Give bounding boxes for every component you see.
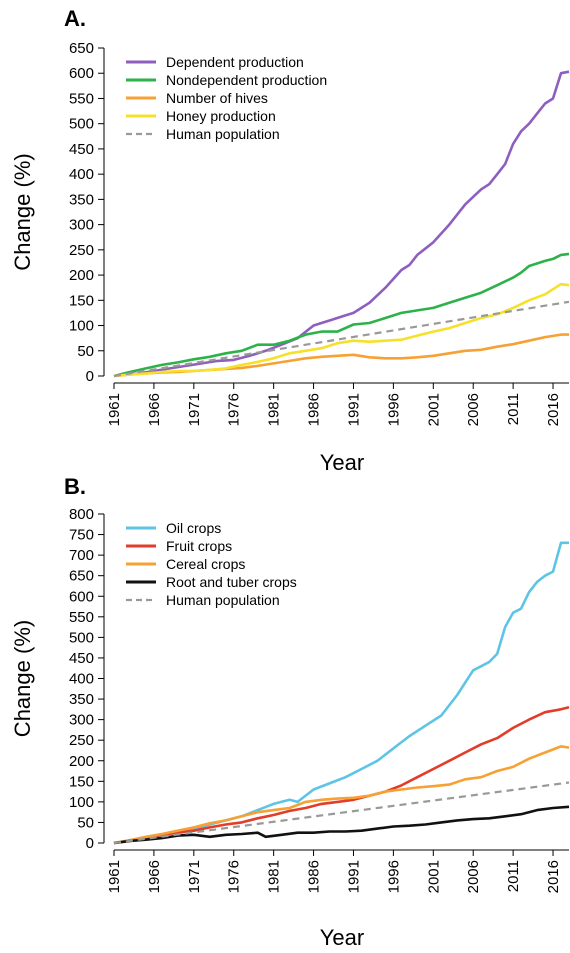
x-tick-label: 2006 <box>465 860 482 893</box>
legend-label: Cereal crops <box>166 556 245 572</box>
legend-label: Number of hives <box>166 90 268 106</box>
x-axis-title: Year <box>320 450 364 475</box>
x-tick-label: 1981 <box>266 393 283 426</box>
y-tick-label: 600 <box>69 65 94 82</box>
y-tick-label: 100 <box>69 794 94 811</box>
x-tick-label: 1996 <box>385 393 402 426</box>
legend-label: Nondependent production <box>166 72 327 88</box>
y-tick-label: 300 <box>69 217 94 234</box>
series-line-3 <box>113 745 570 845</box>
series-line-4 <box>113 805 570 845</box>
x-tick-label: 1971 <box>186 393 203 426</box>
series-line-5 <box>113 300 570 378</box>
y-tick-label: 50 <box>77 343 94 360</box>
legend-label: Fruit crops <box>166 538 232 554</box>
x-tick-label: 2011 <box>505 860 522 892</box>
y-tick-label: 50 <box>77 814 94 831</box>
y-tick-label: 200 <box>69 267 94 284</box>
y-tick-label: 300 <box>69 712 94 729</box>
x-tick-label: 1996 <box>385 860 402 893</box>
chart-panel-2: B. 0 50 100 150 200 250 300 350 400 450 500 550 600 65… <box>10 474 570 950</box>
y-tick-label: 350 <box>69 191 94 208</box>
chart-panel-1: A. 0 50 100 150 200 250 300 350 400 450 500 550 600 65… <box>10 6 570 475</box>
x-tick-label: 1966 <box>146 860 163 893</box>
y-tick-label: 150 <box>69 292 94 309</box>
y-tick-label: 500 <box>69 629 94 646</box>
y-tick-label: 550 <box>69 609 94 626</box>
series-line-4 <box>113 282 570 378</box>
x-tick-label: 1981 <box>266 860 283 893</box>
x-tick-label: 1991 <box>345 393 362 426</box>
x-tick-label: 1961 <box>106 860 123 893</box>
x-tick-label: 1991 <box>345 860 362 893</box>
legend-label: Human population <box>166 592 280 608</box>
x-tick-label: 1976 <box>226 393 243 426</box>
panel-label: B. <box>64 474 86 499</box>
legend-label: Root and tuber crops <box>166 574 297 590</box>
y-tick-label: 650 <box>69 568 94 585</box>
x-tick-label: 1966 <box>146 393 163 426</box>
legend-label: Oil crops <box>166 520 221 536</box>
series-line-2 <box>113 706 570 845</box>
y-tick-label: 700 <box>69 547 94 564</box>
y-tick-label: 0 <box>86 368 94 385</box>
y-tick-label: 400 <box>69 166 94 183</box>
x-tick-label: 2016 <box>545 860 562 893</box>
x-tick-label: 2016 <box>545 393 562 426</box>
y-tick-label: 0 <box>86 835 94 852</box>
y-axis-title: Change (%) <box>10 620 35 737</box>
x-tick-label: 1976 <box>226 860 243 893</box>
y-tick-label: 750 <box>69 527 94 544</box>
x-tick-label: 1986 <box>306 393 323 426</box>
y-tick-label: 350 <box>69 691 94 708</box>
x-tick-label: 2006 <box>465 393 482 426</box>
y-tick-label: 250 <box>69 242 94 259</box>
y-tick-label: 150 <box>69 773 94 790</box>
y-tick-label: 400 <box>69 671 94 688</box>
y-tick-label: 250 <box>69 732 94 749</box>
x-axis-title: Year <box>320 925 364 950</box>
y-tick-label: 600 <box>69 588 94 605</box>
y-tick-label: 500 <box>69 116 94 133</box>
x-tick-label: 1961 <box>106 393 123 426</box>
y-tick-label: 450 <box>69 650 94 667</box>
y-tick-label: 800 <box>69 506 94 523</box>
x-tick-label: 2001 <box>425 393 442 426</box>
legend-label: Honey production <box>166 108 276 124</box>
legend-label: Dependent production <box>166 54 304 70</box>
series-line-2 <box>113 252 570 378</box>
panel-label: A. <box>64 6 86 31</box>
y-tick-label: 550 <box>69 90 94 107</box>
legend-label: Human population <box>166 126 280 142</box>
y-tick-label: 100 <box>69 318 94 335</box>
series-line-1 <box>113 70 570 378</box>
x-tick-label: 1971 <box>186 860 203 893</box>
y-tick-label: 650 <box>69 40 94 57</box>
x-tick-label: 1986 <box>306 860 323 893</box>
x-tick-label: 2011 <box>505 393 522 425</box>
y-tick-label: 200 <box>69 753 94 770</box>
y-tick-label: 450 <box>69 141 94 158</box>
x-tick-label: 2001 <box>425 860 442 893</box>
series-line-5 <box>113 781 570 845</box>
y-axis-title: Change (%) <box>10 153 35 270</box>
